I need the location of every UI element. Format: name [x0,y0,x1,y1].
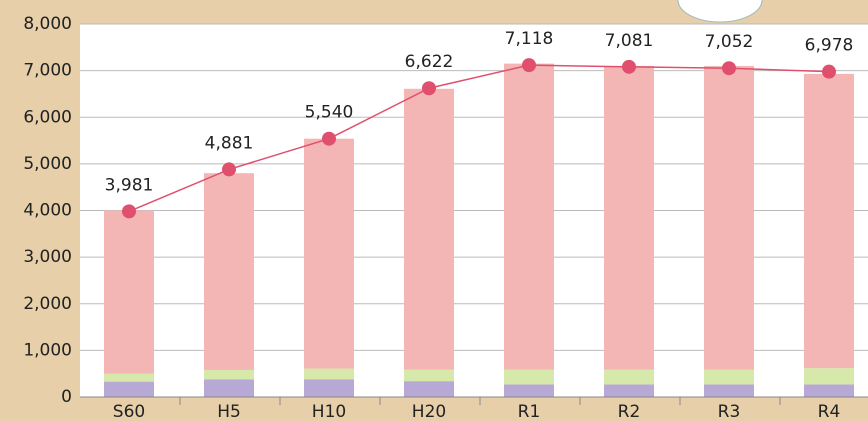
bar-segment [804,368,854,384]
bar-segment [704,66,754,370]
line-point [822,65,836,79]
bar-segment [704,369,754,384]
bar-segment [404,89,454,370]
line-point [222,162,236,176]
y-tick-label: 1,000 [23,340,72,360]
x-tick-label: R2 [618,402,641,421]
data-label: 7,052 [705,32,754,52]
bar-segment [604,66,654,370]
y-tick-label: 6,000 [23,107,72,127]
bar-segment [204,379,254,397]
data-label: 4,881 [205,133,254,153]
data-label: 6,622 [405,52,454,72]
bar-segment [504,384,554,397]
data-label: 7,081 [605,31,654,51]
data-label: 6,978 [805,36,854,56]
line-point [722,61,736,75]
line-point [322,132,336,146]
line-point [622,60,636,74]
x-tick-label: R1 [518,402,541,421]
data-label: 7,118 [505,29,554,49]
bar-segment [404,381,454,397]
bar-segment [504,64,554,370]
y-tick-label: 2,000 [23,294,72,314]
bar-segment [604,384,654,397]
y-tick-label: 3,000 [23,247,72,267]
x-tick-label: H10 [312,402,346,421]
bar-segment [804,74,854,368]
y-tick-label: 8,000 [23,14,72,34]
bar-segment [404,369,454,381]
x-tick-label: H20 [412,402,446,421]
y-tick-label: 5,000 [23,154,72,174]
data-label: 3,981 [105,175,154,195]
x-tick-label: R4 [818,402,841,421]
line-point [522,58,536,72]
x-tick-label: H5 [217,402,241,421]
bar-segment [104,374,154,382]
bar-segment [304,139,354,369]
bar-segment [504,369,554,384]
bar-segment [204,370,254,379]
x-tick-label: S60 [113,402,145,421]
x-tick-label: R3 [718,402,741,421]
chart: 0 1,000 2,000 3,000 4,000 5,000 6,000 7,000 8,00… [0,0,868,421]
y-tick-label: 0 [61,387,72,407]
data-label: 5,540 [305,103,354,123]
bar-segment [604,369,654,384]
bar-segment [204,173,254,370]
line-point [422,81,436,95]
bar-segment [704,384,754,397]
bar-segment [304,369,354,380]
bar-segment [104,211,154,374]
y-tick-label: 7,000 [23,61,72,81]
bar-segment [804,384,854,397]
y-tick-label: 4,000 [23,201,72,221]
bar-segment [304,379,354,397]
bar-segment [104,382,154,397]
line-point [122,204,136,218]
